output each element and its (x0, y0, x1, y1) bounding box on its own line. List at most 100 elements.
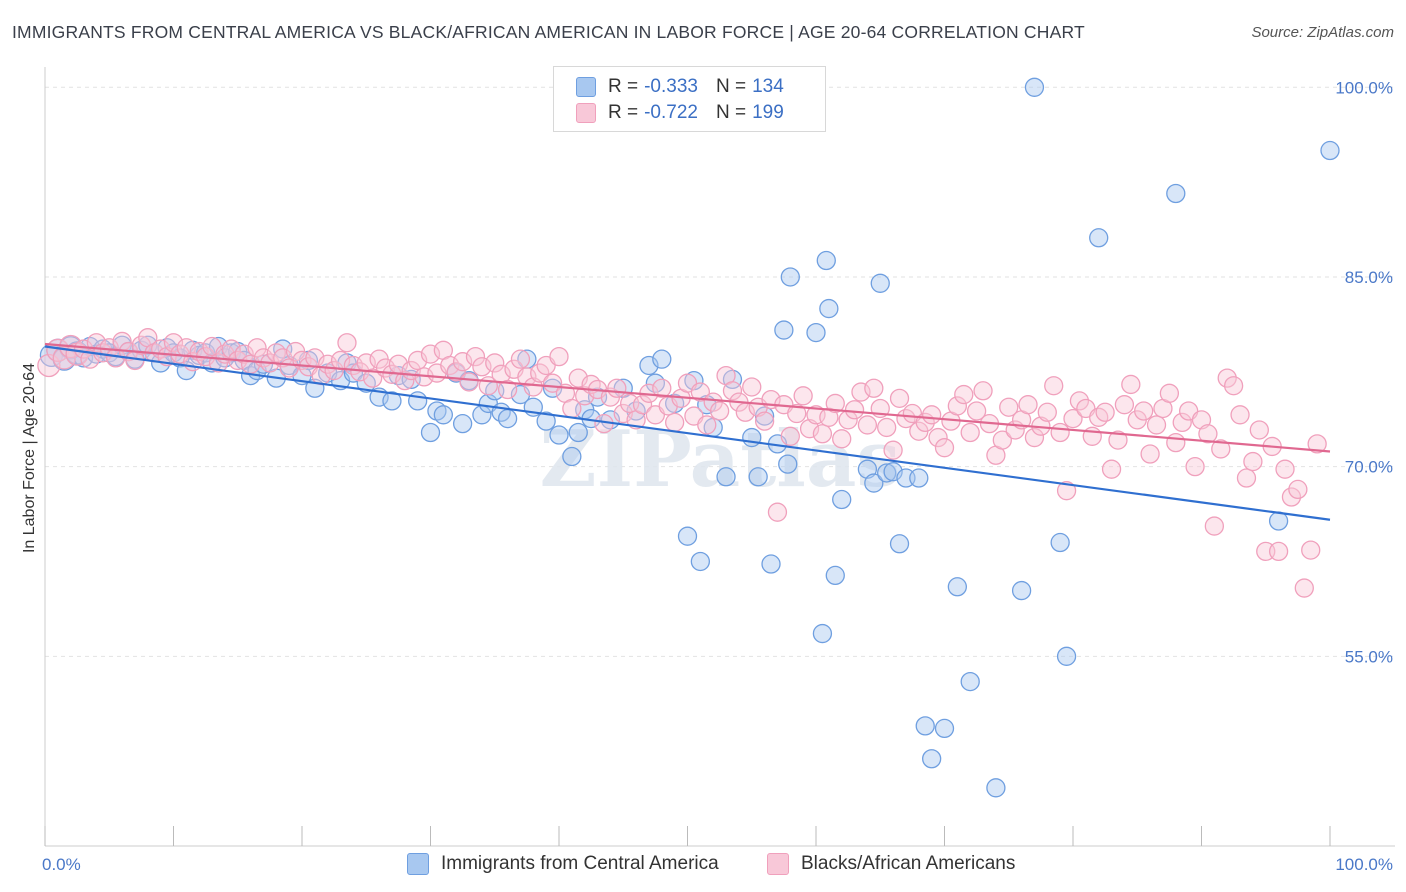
point-black-african-american-106 (722, 381, 743, 401)
point-black-african-american-193 (1281, 487, 1302, 507)
point-central-america-113 (986, 778, 1006, 798)
point-black-african-american-139 (934, 438, 955, 458)
legend-n-value: 134 (752, 76, 784, 97)
point-central-america-117 (1056, 646, 1077, 666)
point-central-america-109 (922, 749, 942, 769)
point-central-america-49 (407, 391, 428, 411)
point-black-african-american-181 (1204, 516, 1224, 536)
point-central-america-114 (1011, 580, 1032, 601)
point-black-african-american-183 (1217, 368, 1237, 388)
point-central-america-110 (934, 718, 955, 739)
point-black-african-american-145 (973, 381, 993, 401)
point-black-african-american-168 (1121, 374, 1141, 395)
point-central-america-44 (356, 373, 376, 393)
point-central-america-102 (870, 273, 890, 293)
point-black-african-american-137 (922, 405, 942, 425)
y-tick-label-1: 85.0% (1345, 268, 1393, 287)
point-central-america-92 (778, 454, 798, 474)
point-black-african-american-164 (1095, 402, 1115, 422)
point-black-african-american-195 (1294, 578, 1314, 598)
point-black-african-american-142 (954, 384, 974, 405)
point-black-african-american-194 (1288, 479, 1308, 500)
point-central-america-96 (816, 250, 836, 271)
point-black-african-american-143 (960, 422, 980, 443)
point-black-african-american-46 (337, 333, 357, 353)
point-black-african-american-104 (709, 401, 730, 421)
point-black-african-american-170 (1134, 401, 1154, 421)
point-black-african-american-191 (1268, 541, 1289, 562)
point-black-african-american-174 (1159, 383, 1180, 403)
point-black-african-american-152 (1018, 395, 1038, 415)
point-black-african-american-102 (697, 415, 717, 435)
point-black-african-american-66 (465, 346, 486, 367)
point-central-america-121 (1320, 140, 1340, 161)
point-black-african-american-166 (1108, 430, 1128, 450)
point-central-america-103 (877, 463, 897, 483)
chart-source: Source: ZipAtlas.com (1251, 24, 1394, 41)
point-central-america-84 (716, 467, 736, 487)
legend-r-value: -0.333 (644, 76, 698, 97)
y-tick-label-2: 70.0% (1345, 458, 1393, 477)
point-black-african-american-63 (446, 362, 466, 382)
point-black-african-american-125 (844, 400, 865, 420)
point-black-african-american-116 (787, 403, 807, 424)
point-black-african-american-50 (363, 368, 383, 388)
point-central-america-68 (568, 422, 588, 443)
point-black-african-american-76 (530, 363, 550, 383)
point-black-african-american-131 (883, 440, 903, 460)
point-black-african-american-158 (1056, 481, 1077, 501)
point-black-african-american-73 (510, 349, 531, 369)
point-black-african-american-120 (812, 424, 833, 444)
y-axis-title: In Labor Force | Age 20-64 (21, 363, 38, 553)
axes (44, 67, 1395, 847)
legend-row-black-african-american: R = -0.722 N = 199 (576, 101, 784, 125)
point-black-african-american-196 (1301, 540, 1321, 560)
point-central-america-108 (915, 716, 935, 736)
point-black-african-american-155 (1037, 402, 1057, 422)
watermark: ZIPatlas (540, 414, 901, 505)
point-black-african-american-178 (1185, 456, 1205, 477)
point-black-african-american-115 (780, 426, 800, 446)
point-central-america-107 (909, 468, 929, 488)
point-black-african-american-88 (607, 378, 627, 398)
x-tick-label-min: 0.0% (42, 855, 81, 874)
point-central-america-118 (1089, 228, 1109, 248)
point-central-america-54 (452, 414, 473, 434)
point-black-african-american-175 (1166, 432, 1186, 453)
bottom-legend-label: Immigrants from Central America (441, 853, 719, 874)
point-black-african-american-171 (1140, 444, 1160, 464)
point-central-america-50 (420, 422, 441, 443)
chart-title: IMMIGRANTS FROM CENTRAL AMERICA VS BLACK… (12, 22, 1085, 42)
legend-r-value: -0.722 (644, 102, 698, 123)
point-black-african-american-188 (1249, 420, 1269, 440)
point-black-african-american-132 (889, 388, 910, 409)
point-black-african-american-176 (1172, 412, 1192, 433)
bottom-legend-black-african-american: Blacks/African Americans (767, 852, 1015, 876)
point-black-african-american-192 (1275, 459, 1295, 479)
point-central-america-87 (748, 467, 768, 487)
correlation-legend: R = -0.333 N = 134 R = -0.722 N = 199 (553, 66, 826, 132)
point-black-african-american-101 (690, 382, 710, 402)
bottom-legend-swatch-pink (767, 853, 789, 875)
point-black-african-american-92 (632, 395, 653, 415)
point-black-african-american-123 (832, 429, 852, 449)
point-central-america-66 (549, 425, 569, 445)
point-central-america-81 (690, 551, 710, 572)
point-central-america-86 (742, 427, 762, 448)
bottom-legend-swatch-blue (407, 853, 429, 875)
point-black-african-american-2 (52, 346, 76, 370)
legend-n-label: N = (715, 76, 747, 97)
point-central-america-116 (1050, 532, 1070, 553)
point-black-african-american-165 (1101, 459, 1122, 479)
point-central-america-91 (774, 320, 794, 340)
point-black-african-american-128 (864, 378, 884, 398)
point-black-african-american-138 (928, 427, 948, 448)
point-central-america-115 (1024, 77, 1045, 97)
point-central-america-111 (947, 577, 967, 597)
point-central-america-79 (677, 526, 698, 546)
point-central-america-99 (832, 489, 852, 510)
point-central-america-64 (536, 411, 556, 431)
legend-row-central-america: R = -0.333 N = 134 (576, 75, 784, 99)
point-black-african-american-133 (896, 408, 916, 429)
